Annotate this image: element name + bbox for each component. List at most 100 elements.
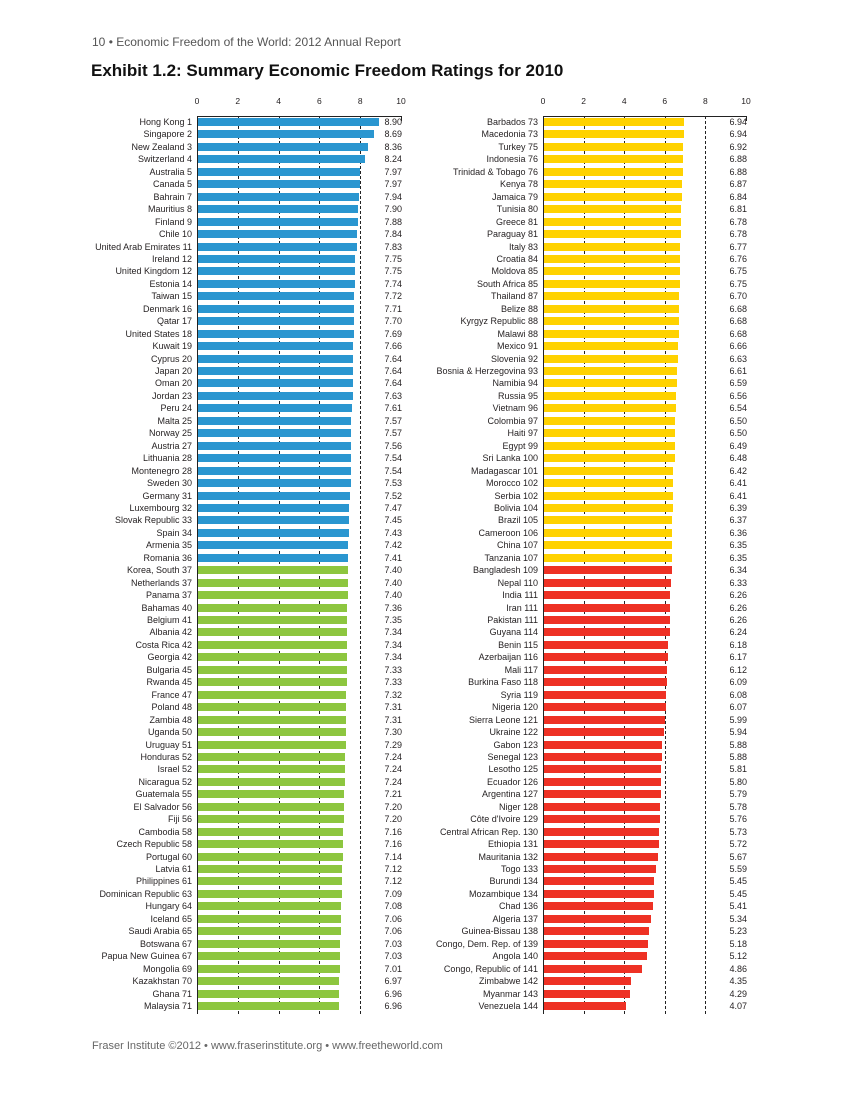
country-label: New Zealand 3 [131,141,192,152]
bar [544,391,677,400]
bar [544,466,674,475]
bar [544,790,661,799]
bar [198,354,353,363]
country-label: Niger 128 [498,801,538,812]
country-label: Serbia 102 [494,490,538,501]
country-label: Cyprus 20 [150,353,192,364]
value-label: 7.97 [384,179,402,190]
gridline [278,116,280,1014]
bar [198,578,348,587]
bar [544,765,661,774]
value-label: 6.26 [729,615,747,626]
bar [198,777,345,786]
value-label: 7.56 [384,440,402,451]
country-label: Ethiopia 131 [487,839,538,850]
bar [198,952,341,961]
country-label: China 107 [496,540,538,551]
bar [544,491,674,500]
country-label: Mauritius 8 [147,204,192,215]
value-label: 6.39 [729,502,747,513]
value-label: 6.35 [729,540,747,551]
value-label: 7.33 [384,677,402,688]
x-axis-line [543,116,746,117]
country-label: Bolivia 104 [493,502,538,513]
bar [198,902,342,911]
bar [198,740,346,749]
bar [544,230,681,239]
value-label: 7.43 [384,527,402,538]
bar [198,279,355,288]
bar [544,479,674,488]
bar [198,516,349,525]
country-label: United Arab Emirates 11 [95,241,192,252]
value-label: 7.84 [384,229,402,240]
bar [544,267,681,276]
country-label: El Salvador 56 [133,801,192,812]
value-label: 7.74 [384,278,402,289]
bar [198,616,347,625]
bar [544,877,654,886]
value-label: 7.75 [384,266,402,277]
value-label: 7.42 [384,540,402,551]
value-label: 5.67 [729,851,747,862]
bar [198,989,339,998]
bar [198,752,345,761]
x-axis-line [197,116,401,117]
page-footer: Fraser Institute ©2012 • www.fraserinsti… [92,1040,443,1052]
country-label: Kazakhstan 70 [132,976,192,987]
value-label: 6.36 [729,527,747,538]
bar [198,715,347,724]
bar [198,416,352,425]
bar [544,379,677,388]
value-label: 6.75 [729,266,747,277]
bar [544,827,660,836]
country-label: Mauritania 132 [478,851,538,862]
bar [198,503,350,512]
bar [544,217,681,226]
country-label: Hong Kong 1 [139,117,192,127]
country-label: Guinea-Bissau 138 [461,926,538,937]
bar [544,865,657,874]
value-label: 7.57 [384,428,402,439]
value-label: 5.34 [729,913,747,924]
country-label: Congo, Dem. Rep. of 139 [435,938,538,949]
bar [544,566,672,575]
country-label: Mexico 91 [496,341,538,352]
value-label: 7.40 [384,565,402,576]
bar [544,180,683,189]
country-label: Egypt 99 [502,440,538,451]
value-label: 5.59 [729,864,747,875]
bar [198,479,351,488]
bar [198,130,375,139]
bar [544,192,682,201]
value-label: 7.34 [384,652,402,663]
country-label: Benin 115 [498,639,538,650]
bar [544,279,681,288]
bar [544,167,683,176]
bar [544,715,665,724]
country-label: India 111 [502,590,538,601]
value-label: 6.34 [729,565,747,576]
bar [198,815,344,824]
bar [198,640,347,649]
value-label: 7.20 [384,814,402,825]
bar [198,840,344,849]
bar [198,391,353,400]
country-label: Belize 88 [500,303,538,314]
bar [198,591,348,600]
bar [198,553,349,562]
country-label: Dominican Republic 63 [99,888,192,899]
country-label: Belgium 41 [146,615,192,626]
bar [544,678,667,687]
country-label: Turkey 75 [498,141,538,152]
value-label: 8.24 [384,154,402,165]
value-label: 7.88 [384,216,402,227]
bar [544,777,661,786]
value-label: 7.71 [384,303,402,314]
country-label: Luxembourg 32 [129,502,192,513]
value-label: 7.20 [384,801,402,812]
value-label: 6.35 [729,552,747,563]
running-header: 10 • Economic Freedom of the World: 2012… [92,35,401,49]
value-label: 6.37 [729,515,747,526]
